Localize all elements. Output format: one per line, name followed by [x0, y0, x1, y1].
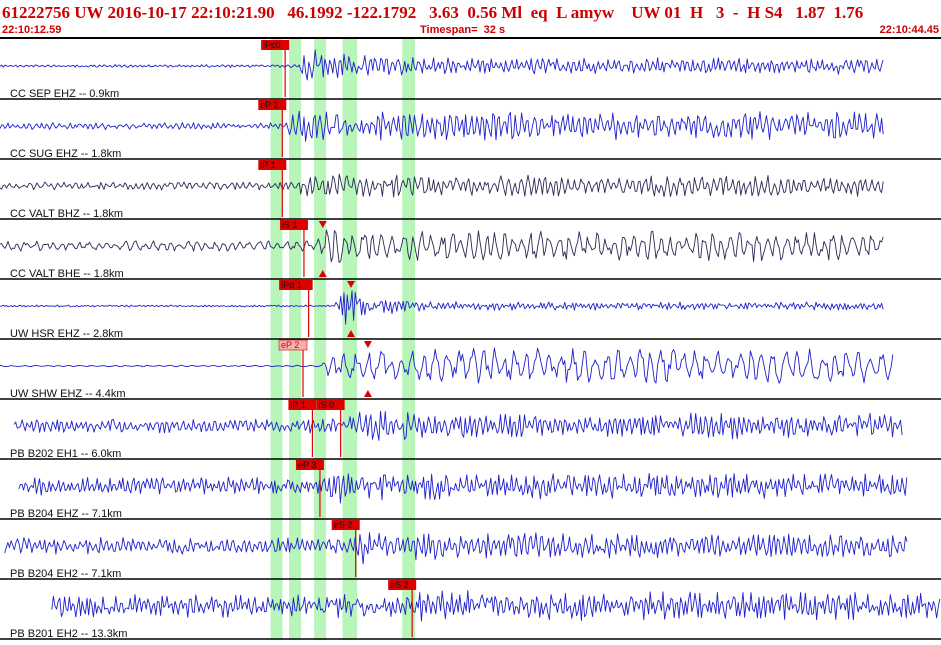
- event-id: 61222756: [2, 3, 70, 22]
- channel-label: UW SHW EHZ -- 4.4km: [10, 388, 126, 400]
- flag: L: [556, 3, 567, 22]
- gtype: H: [689, 3, 704, 22]
- pick-marker[interactable]: [331, 520, 360, 530]
- pick-marker[interactable]: [316, 400, 345, 410]
- dash: -: [732, 3, 739, 22]
- pick-label: eS 2: [334, 520, 353, 530]
- pick-marker[interactable]: [261, 40, 290, 50]
- channel-label: CC SUG EHZ -- 1.8km: [10, 148, 121, 160]
- channel-label: PB B204 EH2 -- 7.1km: [10, 568, 121, 580]
- waveform-trace: [13, 410, 903, 441]
- author: amyw: [570, 3, 615, 22]
- timespan-label: Timespan= 32 s: [420, 24, 506, 36]
- pick-marker[interactable]: [288, 400, 317, 410]
- source: UW 01: [631, 3, 682, 22]
- pick-label: iP 1: [290, 400, 305, 410]
- event-date: 2016-10-17: [107, 3, 187, 22]
- waveform-trace: [0, 347, 894, 384]
- waveform-trace: [0, 173, 884, 198]
- version: 3: [715, 3, 725, 22]
- depth: 3.63: [429, 3, 459, 22]
- waveform-trace: [51, 590, 941, 622]
- latitude: 46.1992: [287, 3, 343, 22]
- header-divider: [0, 37, 941, 39]
- pick-label: iS 1: [282, 220, 298, 230]
- waveform-trace: [0, 229, 884, 263]
- pick-label: iPc0: [263, 40, 281, 50]
- arrival-triangle-up: [318, 270, 327, 277]
- arrival-triangle-down: [318, 221, 327, 228]
- magnitude-type: Ml: [501, 3, 523, 22]
- start-time: 22:10:12.59: [2, 24, 62, 36]
- trace-rows: CC SEP EHZ -- 0.9km CC SUG EHZ -- 1.8km CC…: [0, 88, 941, 640]
- waveform-trace: [0, 49, 884, 81]
- pick-label: iP 1: [260, 160, 275, 170]
- value-1: 1.87: [795, 3, 826, 22]
- magnitude: 0.56: [467, 3, 498, 22]
- channel-label: PB B204 EHZ -- 7.1km: [10, 508, 122, 520]
- waveform-trace: [18, 472, 908, 504]
- waveform-trace: [4, 532, 908, 565]
- pick-label: eS 2: [390, 580, 409, 590]
- pick-marker[interactable]: [388, 580, 417, 590]
- value-2: 1.76: [833, 3, 864, 22]
- channel-label: UW HSR EHZ -- 2.8km: [10, 328, 123, 340]
- event-type: eq: [530, 3, 548, 22]
- channel-label: CC VALT BHZ -- 1.8km: [10, 208, 123, 220]
- quality: H S4: [747, 3, 783, 22]
- event-time: 22:10:21.90: [191, 3, 275, 22]
- pick-label: eP 2: [260, 100, 278, 110]
- pick-marker[interactable]: [278, 339, 308, 351]
- channel-label: CC VALT BHE -- 1.8km: [10, 268, 124, 280]
- pick-marker[interactable]: [258, 100, 287, 110]
- end-time: 22:10:44.45: [879, 24, 939, 36]
- arrival-triangle-up: [346, 330, 355, 337]
- pick-label: eP 2: [281, 340, 299, 350]
- phase-picks: iPc0 eP 2 iP 1 iS 1 iPd 1 eP 2 iP 1 iS 0 eP 3 eS …: [258, 40, 417, 637]
- seismogram-panel[interactable]: iPc0 eP 2 iP 1 iS 1 iPd 1 eP 2 iP 1 iS 0 eP 3 eS …: [0, 39, 941, 640]
- event-header: 61222756 UW 2016-10-17 22:10:21.90 46.19…: [0, 0, 941, 39]
- longitude: -122.1792: [346, 3, 417, 22]
- channel-label: CC SEP EHZ -- 0.9km: [10, 88, 119, 100]
- arrival-triangle-down: [346, 281, 355, 288]
- arrival-triangle-down: [363, 341, 372, 348]
- pick-marker[interactable]: [279, 280, 313, 290]
- channel-label: PB B202 EH1 -- 6.0km: [10, 448, 121, 460]
- waveform-trace: [0, 290, 884, 325]
- pick-label: iPd 1: [281, 280, 302, 290]
- pick-label: iS 0: [319, 400, 335, 410]
- pick-marker[interactable]: [279, 220, 308, 230]
- channel-label: PB B201 EH2 -- 13.3km: [10, 628, 127, 640]
- event-summary-line: 61222756 UW 2016-10-17 22:10:21.90 46.19…: [2, 3, 941, 25]
- pick-marker[interactable]: [258, 160, 287, 170]
- arrival-triangle-up: [363, 390, 372, 397]
- network: UW: [74, 3, 104, 22]
- waveform-traces: [0, 49, 941, 622]
- pick-label: eP 3: [298, 460, 316, 470]
- waveform-trace: [0, 110, 884, 142]
- pick-marker[interactable]: [295, 460, 324, 470]
